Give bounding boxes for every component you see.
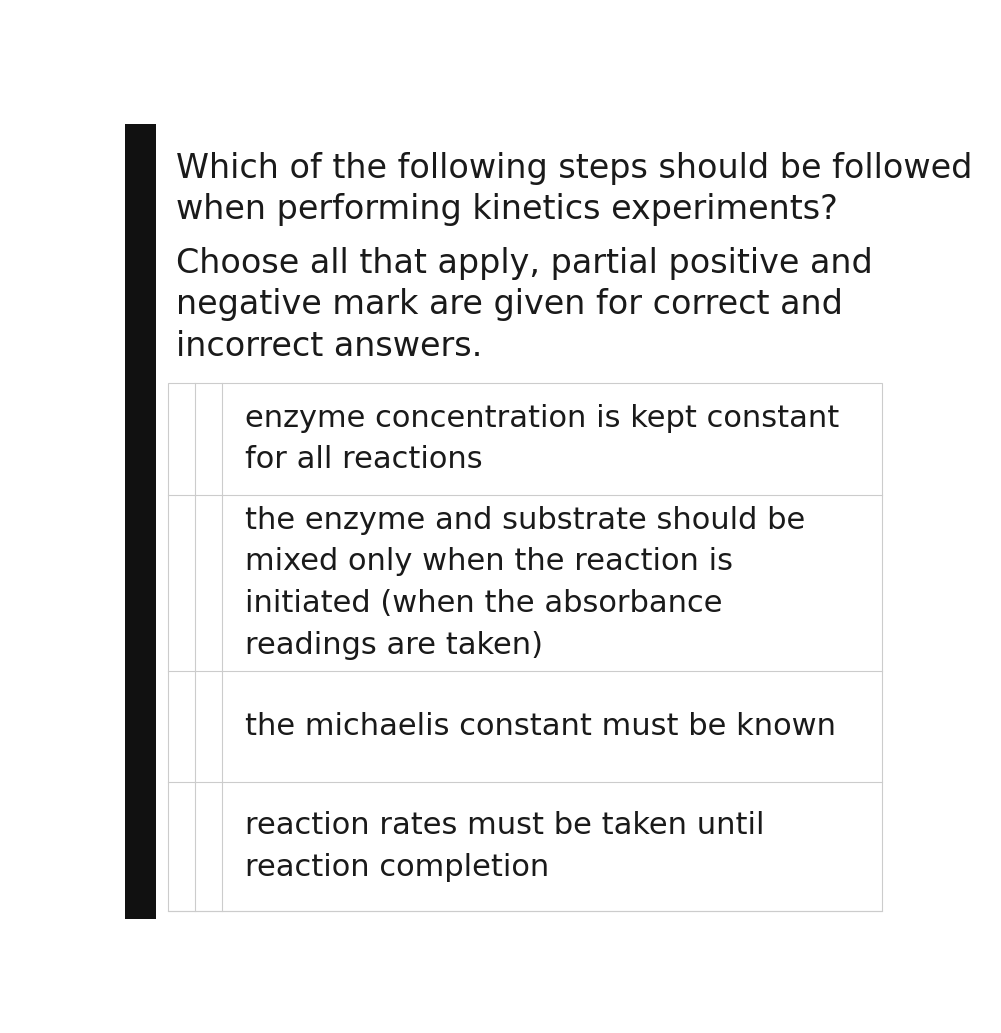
Text: when performing kinetics experiments?: when performing kinetics experiments? [175,193,838,226]
Bar [125,124,156,919]
Text: the enzyme and substrate should be
mixed only when the reaction is
initiated (wh: the enzyme and substrate should be mixed… [245,506,806,660]
Text: reaction rates must be taken until
reaction completion: reaction rates must be taken until react… [245,812,765,882]
Text: negative mark are given for correct and: negative mark are given for correct and [175,288,843,321]
Text: incorrect answers.: incorrect answers. [175,330,481,363]
Text: Choose all that apply, partial positive and: Choose all that apply, partial positive … [175,247,872,280]
Text: the michaelis constant must be known: the michaelis constant must be known [245,712,837,741]
Text: Which of the following steps should be followed: Which of the following steps should be f… [175,152,972,185]
Bar [168,383,882,911]
Text: enzyme concentration is kept constant
for all reactions: enzyme concentration is kept constant fo… [245,404,840,474]
